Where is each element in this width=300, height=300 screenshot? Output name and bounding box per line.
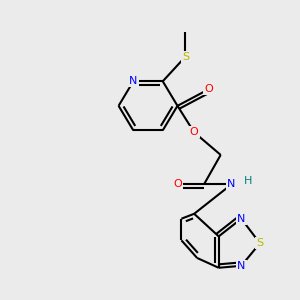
- Text: N: N: [237, 214, 245, 224]
- Text: S: S: [256, 238, 263, 248]
- Text: N: N: [129, 76, 137, 86]
- Text: S: S: [182, 52, 189, 62]
- Text: O: O: [173, 179, 182, 189]
- Text: O: O: [205, 84, 213, 94]
- Text: N: N: [227, 179, 236, 189]
- Text: O: O: [190, 127, 199, 137]
- Text: H: H: [244, 176, 252, 186]
- Text: N: N: [237, 261, 245, 271]
